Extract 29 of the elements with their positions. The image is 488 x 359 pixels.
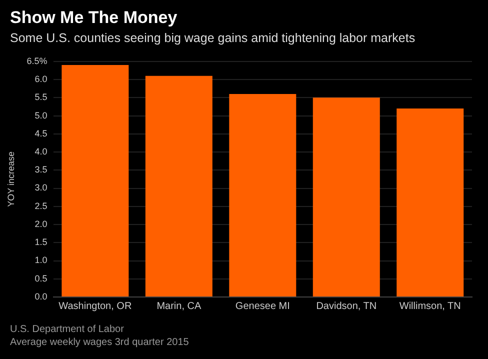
x-tick-label: Washington, OR [58, 300, 132, 312]
y-tick-label: 6.0 [34, 74, 48, 84]
bar [62, 65, 129, 296]
y-tick-label: 4.5 [34, 128, 48, 138]
chart-subtitle: Some U.S. counties seeing big wage gains amid tightening labor markets [10, 31, 416, 45]
text: U.S. Department of Labor [10, 323, 125, 336]
bar [229, 94, 296, 296]
y-tick-label: 2.5 [34, 200, 48, 211]
chart-title: Show Me The Money [10, 8, 178, 28]
y-tick-label: 5.0 [34, 110, 48, 120]
y-tick-label: 0.0 [34, 291, 48, 302]
y-tick-label: 0.5 [34, 273, 48, 284]
x-tick-label: Davidson, TN [316, 300, 377, 312]
bar [145, 76, 212, 296]
y-tick-label: 1.5 [34, 237, 48, 248]
x-tick-label: Genesee MI [235, 300, 290, 312]
y-tick-label: 5.5 [34, 92, 48, 102]
bar [396, 108, 464, 296]
x-tick-label: Marin, CA [156, 300, 202, 312]
text: Average weekly wages 3rd quarter 2015 [10, 336, 189, 349]
y-tick-label: 3.5 [34, 164, 48, 175]
y-tick-label: 6.5% [26, 56, 48, 66]
x-tick-label: Willimson, TN [399, 300, 461, 312]
y-tick-label: 1.0 [34, 255, 48, 266]
y-tick-label: 2.0 [34, 218, 48, 229]
y-tick-label: 4.0 [34, 146, 48, 156]
bar [312, 98, 380, 296]
y-axis-title: YOY increase [6, 152, 16, 207]
y-tick-label: 3.0 [34, 182, 48, 193]
